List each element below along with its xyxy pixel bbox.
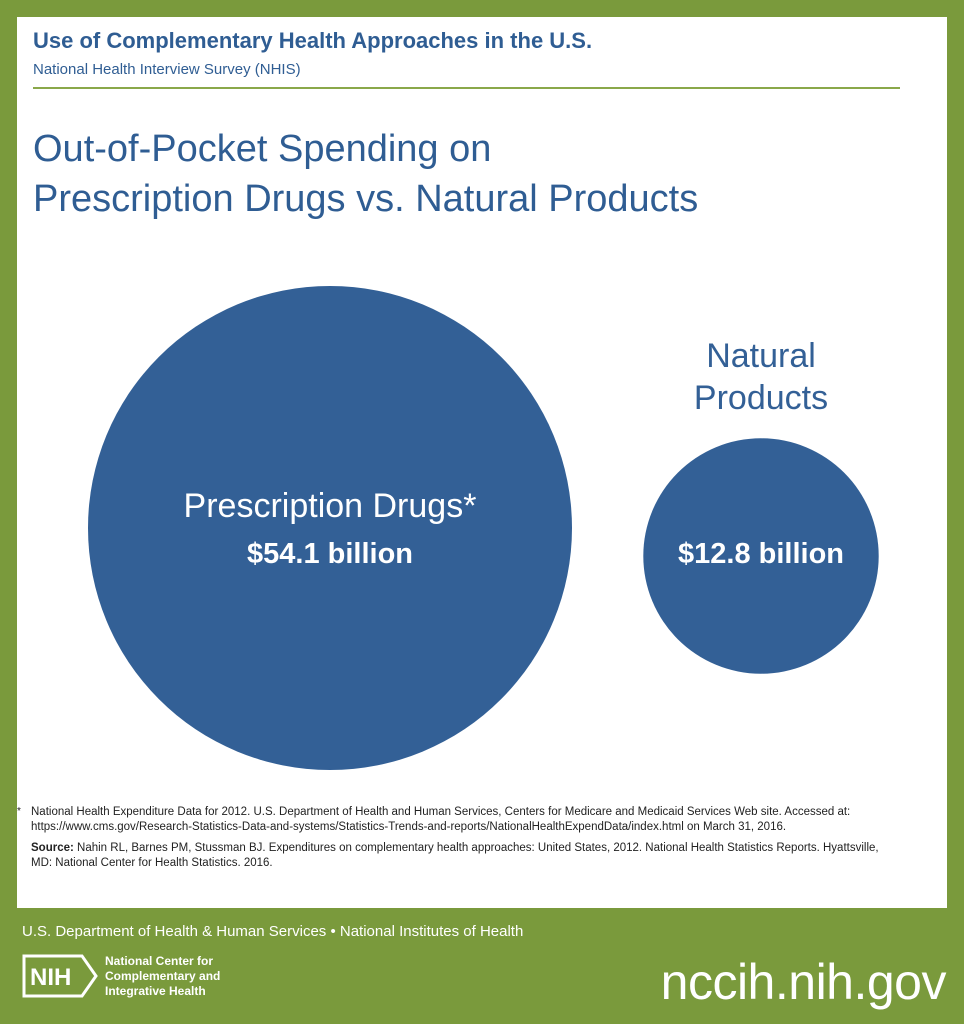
nccih-name-line-3: Integrative Health xyxy=(105,984,206,998)
source-text: Nahin RL, Barnes PM, Stussman BJ. Expend… xyxy=(31,842,879,869)
bubble-value-natural-products: $12.8 billion xyxy=(678,538,844,570)
chart-title-line-1: Out-of-Pocket Spending on xyxy=(33,128,492,170)
chart-title: Out-of-Pocket Spending on Prescription D… xyxy=(33,124,893,224)
footer-agencies: U.S. Department of Health & Human Servic… xyxy=(22,923,524,940)
bubble-prescription-drugs xyxy=(88,286,572,770)
source-label: Source: xyxy=(31,842,74,854)
chart-title-line-2: Prescription Drugs vs. Natural Products xyxy=(33,178,699,220)
bubble-label-prescription-drugs: Prescription Drugs* xyxy=(184,487,477,525)
header-subtitle: National Health Interview Survey (NHIS) xyxy=(33,61,301,78)
bubble-value-prescription-drugs: $54.1 billion xyxy=(247,538,413,570)
nccih-name-line-1: National Center for xyxy=(105,954,214,968)
nccih-name: National Center for Complementary and In… xyxy=(105,954,220,999)
bubble-chart: Prescription Drugs* $54.1 billion Natural P… xyxy=(88,286,879,770)
footnote-marker: * xyxy=(17,806,21,817)
footnote: * National Health Expenditure Data for 2… xyxy=(17,805,901,871)
footnote-text: National Health Expenditure Data for 201… xyxy=(31,806,851,833)
nih-logo-text: NIH xyxy=(30,964,71,991)
header-divider xyxy=(33,87,900,89)
nccih-name-line-2: Complementary and xyxy=(105,969,221,983)
bubble-natural-products xyxy=(643,438,879,674)
header-title: Use of Complementary Health Approaches i… xyxy=(33,28,593,53)
bubble-label-natural-products: Natural Products xyxy=(694,337,828,417)
nih-logo: NIH xyxy=(22,954,98,998)
site-url[interactable]: nccih.nih.gov xyxy=(660,954,947,1010)
